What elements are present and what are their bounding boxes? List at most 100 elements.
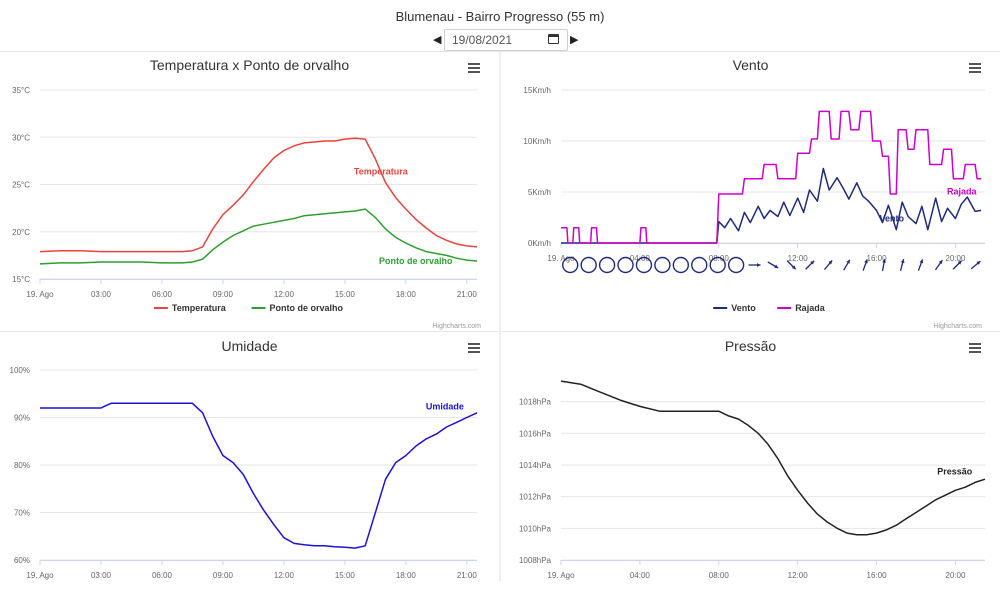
wind-direction-arrow (786, 260, 797, 270)
calm-wind-marker (691, 256, 708, 274)
pressure-chart: Pressão 1008hPa 1010hPa 1012hPa 1014hPa 1016h… (519, 338, 986, 580)
divider (499, 52, 501, 581)
x-tick-label: 06:00 (152, 571, 173, 580)
chart-panel-pressure: Pressão 1008hPa 1010hPa 1012hPa 1014hPa 1016h… (501, 332, 1000, 610)
calm-wind-marker (727, 256, 745, 274)
series-line-ponto-de-orvalho (39, 208, 478, 265)
wind-direction-arrow (862, 259, 868, 271)
divider (0, 51, 1000, 52)
wind-direction-arrow (748, 263, 761, 267)
x-tick-label: 12:00 (788, 571, 809, 580)
wind-direction-arrow (843, 259, 851, 271)
calm-wind-marker (562, 256, 579, 274)
series-line-vento (561, 167, 982, 244)
legend-item[interactable]: Rajada (777, 303, 826, 313)
page-title: Blumenau - Bairro Progresso (55 m) (395, 9, 605, 24)
y-tick-label: 1014hPa (519, 461, 552, 470)
chart-title: Umidade (221, 338, 277, 354)
legend-item[interactable]: Ponto de orvalho (251, 303, 344, 313)
chart-title: Pressão (725, 338, 777, 354)
chart-title: Temperatura x Ponto de orvalho (150, 57, 349, 73)
calm-wind-marker (580, 256, 597, 274)
hamburger-menu-icon[interactable] (969, 343, 981, 353)
wind-direction-arrow (952, 260, 963, 270)
y-tick-label: 70% (14, 509, 30, 518)
x-tick-label: 03:00 (91, 290, 112, 299)
x-tick-label: 21:00 (457, 571, 478, 580)
x-tick-label: 03:00 (91, 571, 112, 580)
next-day-icon[interactable]: ▶ (570, 34, 579, 46)
hamburger-menu-icon[interactable] (969, 63, 981, 73)
y-tick-label: 1018hPa (519, 398, 552, 407)
y-tick-label: 10Km/h (523, 137, 551, 146)
y-tick-label: 1010hPa (519, 524, 552, 533)
x-tick-label: 19. Ago (26, 571, 54, 580)
y-tick-label: 5Km/h (528, 188, 551, 197)
calm-wind-marker (635, 256, 653, 274)
svg-text:Rajada: Rajada (795, 303, 826, 313)
chart-panel-humidity: Umidade 60% 70% 80% 90% 100% 19. Ago 03:00 06:00… (0, 332, 499, 610)
calm-wind-marker (598, 256, 616, 274)
x-tick-label: 19. Ago (547, 571, 575, 580)
y-tick-label: 35°C (12, 86, 30, 95)
wind-direction-arrow (823, 259, 833, 271)
x-tick-label: 18:00 (396, 571, 417, 580)
chart-panel-wind: Vento 0Km/h 5Km/h 10Km/h 15Km/h 19. Ago 04:00 0… (501, 52, 1000, 330)
date-input[interactable]: 19/08/2021 (444, 29, 568, 51)
x-tick-label: 20:00 (945, 254, 966, 263)
legend-item[interactable]: Vento (713, 303, 756, 313)
date-value: 19/08/2021 (452, 33, 513, 47)
legend-item[interactable]: Temperatura (153, 303, 227, 313)
x-tick-label: 18:00 (396, 290, 417, 299)
calm-wind-marker (709, 256, 726, 274)
temperature-chart: Temperatura x Ponto de orvalho 15°C 20°C 25… (12, 57, 481, 330)
wind-direction-arrow (805, 260, 815, 270)
previous-day-icon[interactable]: ◀ (433, 34, 442, 46)
y-tick-label: 30°C (12, 133, 30, 142)
x-tick-label: 09:00 (213, 290, 234, 299)
x-tick-label: 08:00 (709, 254, 730, 263)
x-tick-label: 12:00 (274, 571, 295, 580)
calm-wind-marker (654, 256, 671, 274)
wind-direction-arrow (767, 261, 779, 269)
hamburger-menu-icon[interactable] (468, 343, 480, 353)
series-line-pressão (560, 380, 986, 536)
wind-direction-arrow (917, 259, 924, 271)
y-tick-label: 25°C (12, 181, 30, 190)
x-tick-label: 09:00 (213, 571, 234, 580)
x-tick-label: 19. Ago (26, 290, 54, 299)
calm-wind-marker (672, 256, 690, 274)
x-tick-label: 16:00 (867, 571, 888, 580)
y-tick-label: 80% (14, 461, 30, 470)
y-tick-label: 15°C (12, 275, 30, 284)
x-tick-label: 19. Ago (547, 254, 575, 263)
svg-text:Ponto de orvalho: Ponto de orvalho (270, 303, 344, 313)
credits-link: Highcharts.com (432, 323, 481, 330)
x-tick-label: 16:00 (867, 254, 888, 263)
x-tick-label: 15:00 (335, 571, 356, 580)
date-navigator: ◀ 19/08/2021 ▶ (433, 29, 583, 51)
y-tick-label: 1016hPa (519, 429, 552, 438)
x-tick-label: 15:00 (335, 290, 356, 299)
wind-direction-arrow (881, 258, 886, 272)
series-data-label: Rajada (947, 187, 978, 197)
y-tick-label: 100% (10, 366, 30, 375)
y-tick-label: 1008hPa (519, 556, 552, 565)
calendar-icon[interactable] (548, 34, 559, 44)
series-data-label: Ponto de orvalho (379, 256, 453, 266)
y-tick-label: 90% (14, 414, 30, 423)
series-data-label: Umidade (426, 402, 464, 412)
wind-direction-arrow (934, 259, 943, 271)
svg-text:Vento: Vento (731, 303, 756, 313)
series-data-label: Vento (879, 213, 904, 223)
y-tick-label: 60% (14, 556, 30, 565)
x-tick-label: 20:00 (945, 571, 966, 580)
x-tick-label: 08:00 (709, 571, 730, 580)
x-tick-label: 04:00 (630, 571, 651, 580)
x-tick-label: 12:00 (274, 290, 295, 299)
hamburger-menu-icon[interactable] (468, 63, 480, 73)
series-data-label: Pressão (937, 466, 973, 476)
humidity-chart: Umidade 60% 70% 80% 90% 100% 19. Ago 03:00 06:00… (10, 338, 480, 580)
chart-title: Vento (733, 57, 769, 73)
